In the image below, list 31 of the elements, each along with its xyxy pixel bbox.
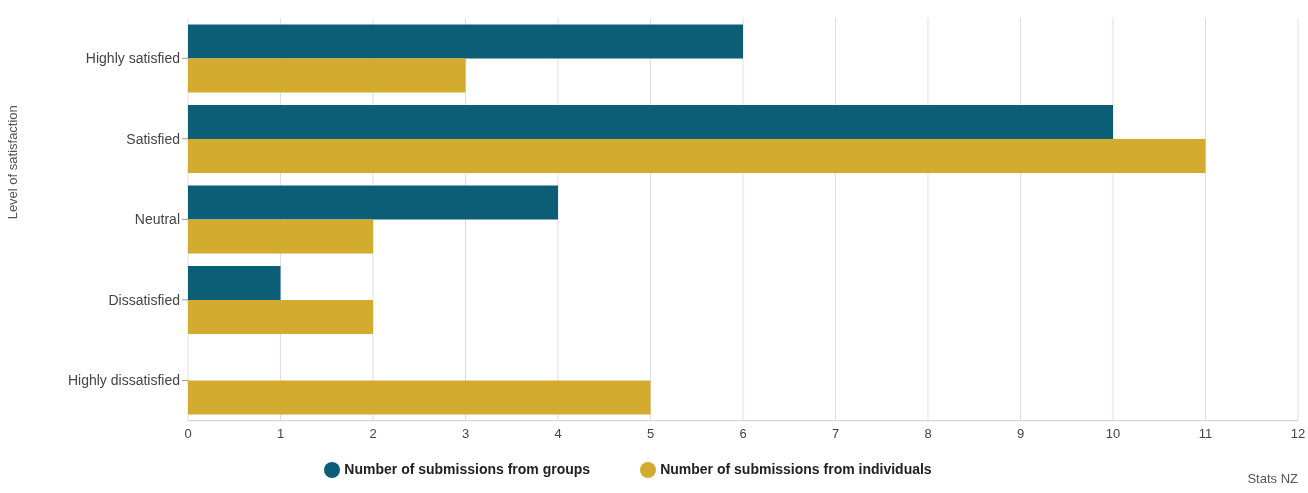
text: Stats NZ	[1247, 471, 1298, 486]
x-tick-label: 2	[369, 425, 377, 441]
bar	[188, 185, 558, 220]
legend-label: Number of submissions from individuals	[660, 460, 932, 477]
x-tick-label: 10	[1105, 425, 1121, 441]
x-tick-label: 7	[831, 425, 840, 441]
x-tick-label: 0	[184, 425, 192, 441]
y-tick-label: Highly satisfied	[85, 50, 180, 67]
x-tick-label: 9	[1016, 425, 1025, 441]
bar	[188, 24, 743, 59]
bar	[188, 300, 373, 335]
y-tick-label: Dissatisfied	[108, 291, 180, 308]
legend-label: Number of submissions from groups	[344, 460, 591, 477]
x-tick-label: 11	[1198, 425, 1213, 441]
bar	[188, 104, 1113, 139]
x-tick-label: 12	[1290, 425, 1306, 441]
bar	[188, 219, 373, 254]
x-tick-label: 5	[646, 425, 655, 441]
x-tick-label: 8	[924, 425, 932, 441]
y-tick-label: Highly dissatisfied	[67, 372, 180, 389]
x-tick-label: 1	[276, 425, 285, 441]
bar	[188, 266, 281, 301]
y-tick-label: Neutral	[134, 211, 180, 228]
x-tick-label: 4	[554, 425, 562, 441]
bar	[188, 138, 1206, 173]
x-tick-label: 6	[739, 425, 747, 441]
y-tick-label: Satisfied	[126, 130, 180, 147]
bar	[188, 58, 466, 93]
bar	[188, 380, 651, 415]
x-tick-label: 3	[461, 425, 470, 441]
y-axis-title: Level of satisfaction	[4, 105, 20, 220]
